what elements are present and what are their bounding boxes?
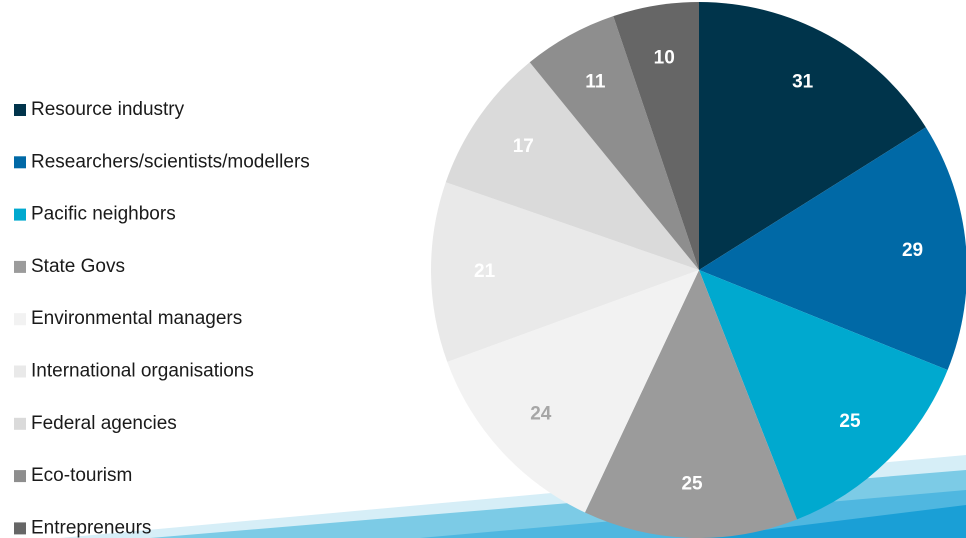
data-label: 11 <box>585 71 606 92</box>
data-label: 31 <box>792 71 814 92</box>
legend-swatch <box>14 156 26 169</box>
legend-label: State Govs <box>31 256 125 277</box>
pie-slice <box>699 2 926 270</box>
data-label: 29 <box>902 240 923 261</box>
data-label: 25 <box>681 473 703 494</box>
legend-swatch <box>14 417 26 430</box>
legend-swatch <box>14 365 26 378</box>
pie-slice <box>529 16 699 270</box>
legend-swatch <box>14 313 26 326</box>
pie: 31 29 25 25 24 21 17 11 10 <box>431 2 966 538</box>
data-label: 17 <box>513 136 534 157</box>
data-label: 24 <box>530 404 552 425</box>
legend-label: Pacific neighbors <box>31 204 176 225</box>
legend-label: International organisations <box>31 361 254 382</box>
legend-label: Resource industry <box>31 99 185 120</box>
legend-swatch <box>14 104 26 116</box>
pie-slice <box>699 270 948 520</box>
pie-slice <box>447 270 699 513</box>
legend-label: Federal agencies <box>31 413 177 434</box>
legend-label: Environmental managers <box>31 308 242 329</box>
legend: Resource industry Researchers/scientists/… <box>14 99 310 538</box>
legend-swatch <box>14 522 26 535</box>
pie-slice <box>584 270 798 538</box>
legend-swatch <box>14 470 26 483</box>
pie-slice <box>699 127 966 371</box>
pie-slice <box>613 2 699 270</box>
legend-swatch <box>14 260 26 273</box>
legend-label: Researchers/scientists/modellers <box>31 151 310 172</box>
legend-label: Eco-tourism <box>31 465 132 486</box>
data-label: 25 <box>839 411 861 432</box>
pie-slice <box>431 182 699 362</box>
pie-slice <box>445 62 699 270</box>
data-label: 10 <box>654 47 675 68</box>
data-label: 21 <box>474 261 496 282</box>
legend-swatch <box>14 208 26 221</box>
legend-label: Entrepreneurs <box>31 517 151 538</box>
